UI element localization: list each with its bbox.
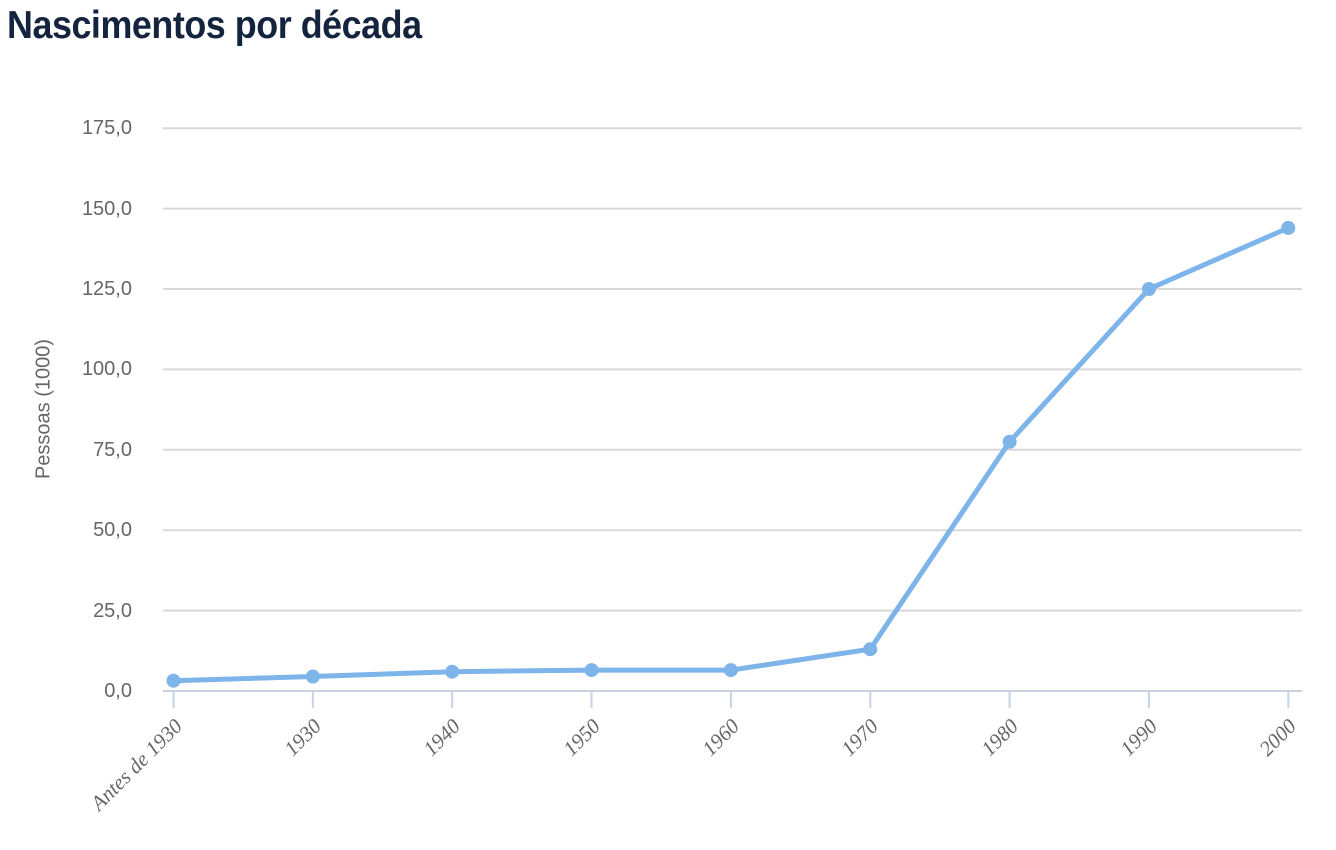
data-point[interactable]: [305, 669, 320, 684]
y-tick-label: 100,0: [81, 358, 132, 381]
data-point[interactable]: [863, 642, 878, 657]
chart-title: Nascimentos por década: [7, 4, 422, 47]
data-point[interactable]: [584, 663, 599, 678]
data-point[interactable]: [1281, 220, 1296, 235]
y-tick-label: 50,0: [93, 519, 132, 542]
data-point[interactable]: [445, 664, 460, 679]
series-line: [171, 225, 1291, 684]
data-point[interactable]: [1141, 282, 1156, 296]
y-tick-label: 0,0: [104, 680, 132, 702]
y-tick-label: 75,0: [93, 438, 132, 461]
y-tick-label: 150,0: [81, 197, 132, 220]
y-tick-label: 125,0: [81, 278, 132, 300]
y-tick-label: 175,0: [81, 117, 132, 140]
data-point[interactable]: [166, 673, 181, 688]
data-point[interactable]: [723, 663, 738, 678]
y-tick-label: 25,0: [93, 599, 132, 622]
data-point[interactable]: [1002, 434, 1017, 449]
